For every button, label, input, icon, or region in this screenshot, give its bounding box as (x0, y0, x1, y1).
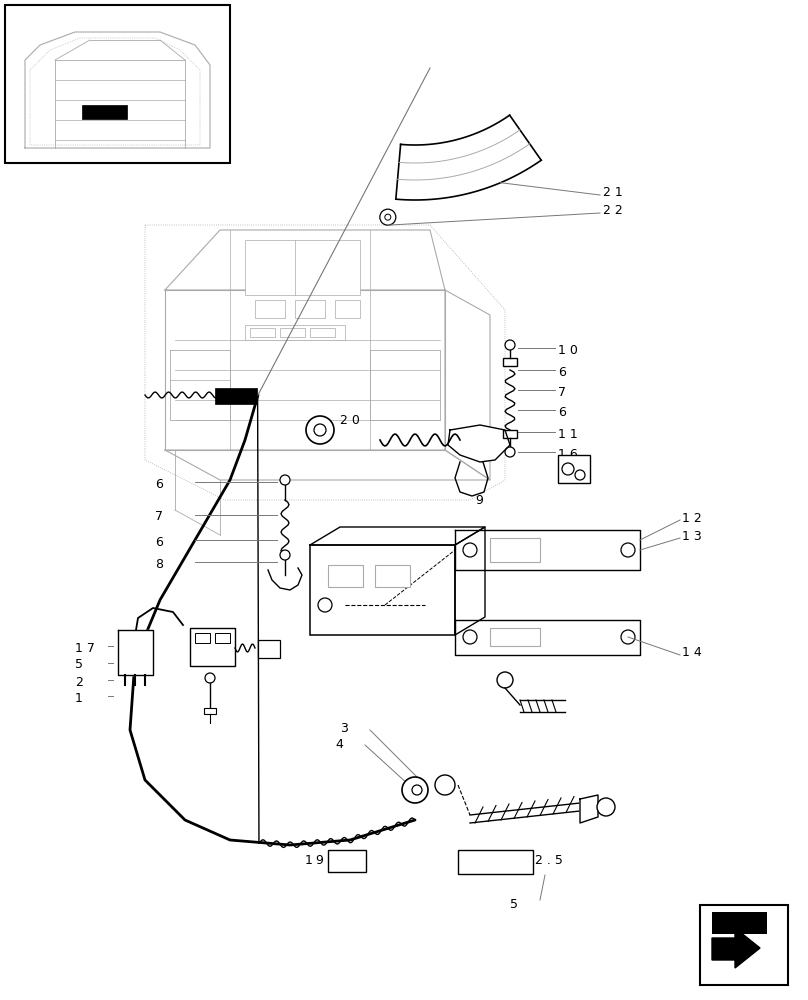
Circle shape (205, 673, 215, 683)
Bar (245, 325, 345, 340)
Circle shape (575, 470, 585, 480)
Text: 5: 5 (510, 898, 518, 912)
Circle shape (621, 543, 635, 557)
Bar (503, 358, 517, 366)
Circle shape (402, 777, 428, 803)
Bar (335, 300, 360, 318)
Circle shape (435, 775, 455, 795)
Text: 6: 6 (558, 406, 566, 418)
Polygon shape (448, 425, 510, 462)
Circle shape (463, 543, 477, 557)
Text: 1 0: 1 0 (558, 344, 578, 357)
Bar (503, 430, 517, 438)
Circle shape (412, 785, 422, 795)
Bar (375, 565, 410, 587)
Bar (5, 5, 230, 163)
Text: 9: 9 (475, 493, 483, 506)
Circle shape (385, 214, 391, 220)
Text: 1: 1 (75, 692, 83, 704)
Bar (280, 328, 305, 337)
Text: 7: 7 (155, 510, 163, 524)
Polygon shape (455, 620, 640, 655)
Text: 1 4: 1 4 (682, 647, 702, 660)
Text: 4: 4 (335, 738, 343, 752)
Text: 5: 5 (75, 658, 83, 672)
Circle shape (597, 798, 615, 816)
Text: 6: 6 (155, 536, 163, 548)
Polygon shape (310, 527, 485, 545)
Bar (245, 240, 360, 295)
Bar (255, 300, 285, 318)
Bar (490, 628, 540, 646)
Polygon shape (25, 32, 210, 148)
Polygon shape (370, 350, 440, 420)
Bar (310, 545, 455, 635)
Text: 8: 8 (155, 558, 163, 570)
Text: 1 8: 1 8 (337, 854, 357, 867)
Circle shape (280, 475, 290, 485)
Text: 2 2: 2 2 (603, 205, 623, 218)
Text: 1: 1 (305, 854, 313, 866)
Bar (204, 708, 216, 714)
Polygon shape (455, 530, 640, 570)
Circle shape (505, 447, 515, 457)
Bar (295, 300, 325, 318)
Text: 7: 7 (558, 385, 566, 398)
Circle shape (314, 424, 326, 436)
Bar (328, 565, 363, 587)
Bar (328, 850, 366, 872)
Circle shape (505, 340, 515, 350)
Text: 6: 6 (155, 478, 163, 490)
Bar (712, 912, 767, 934)
Polygon shape (580, 795, 598, 823)
Circle shape (280, 550, 290, 560)
Circle shape (380, 209, 396, 225)
Circle shape (621, 630, 635, 644)
Text: 6: 6 (558, 365, 566, 378)
Polygon shape (712, 928, 760, 968)
Bar (310, 328, 335, 337)
Text: 1 1: 1 1 (558, 428, 578, 440)
Polygon shape (170, 350, 230, 420)
Text: 9: 9 (315, 854, 323, 866)
Circle shape (318, 598, 332, 612)
Bar (558, 455, 590, 483)
Bar (258, 640, 280, 658)
Text: 1 2: 1 2 (682, 512, 702, 524)
Polygon shape (455, 527, 485, 635)
Circle shape (562, 463, 574, 475)
Text: 1 . 8: 1 . 8 (480, 855, 511, 869)
Bar (490, 538, 540, 562)
Text: 2: 2 (75, 676, 83, 688)
Text: 1 7: 1 7 (75, 642, 95, 654)
Polygon shape (165, 450, 490, 480)
Bar (700, 905, 788, 985)
Bar (190, 628, 235, 666)
Text: 2 0: 2 0 (340, 414, 360, 426)
Bar (195, 633, 210, 643)
Text: 1 6: 1 6 (558, 448, 578, 460)
Text: 1 3: 1 3 (682, 530, 702, 542)
Polygon shape (445, 290, 490, 480)
Circle shape (306, 416, 334, 444)
Bar (215, 388, 257, 404)
Bar (215, 633, 230, 643)
Bar (458, 850, 533, 874)
Polygon shape (118, 630, 153, 675)
Text: 3: 3 (340, 722, 348, 734)
Text: 2 1: 2 1 (603, 186, 623, 200)
Polygon shape (165, 290, 445, 450)
Circle shape (463, 630, 477, 644)
Bar (250, 328, 275, 337)
Polygon shape (165, 230, 445, 290)
Text: 2 . 5: 2 . 5 (535, 854, 563, 866)
Circle shape (497, 672, 513, 688)
Bar (82, 105, 127, 119)
Polygon shape (396, 115, 541, 200)
